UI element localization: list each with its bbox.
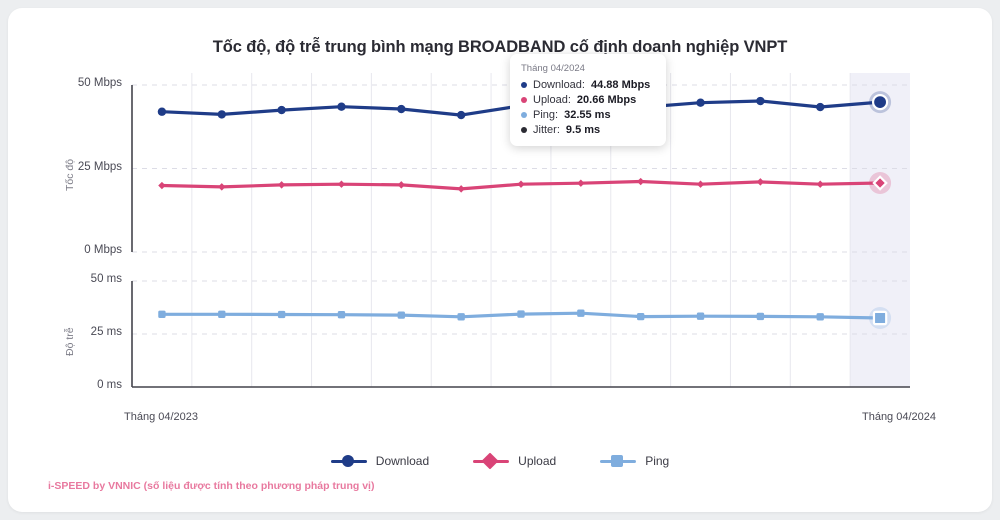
- y-tick-label: 0 Mbps: [84, 244, 122, 256]
- y-axis-title: Độ trễ: [64, 327, 76, 356]
- data-point: [517, 310, 525, 318]
- data-point: [871, 94, 889, 111]
- data-point: [816, 102, 825, 112]
- chart-plot: [131, 73, 910, 388]
- data-point: [756, 178, 765, 186]
- page-title: Tốc độ, độ trễ trung bình mạng BROADBAND…: [212, 38, 788, 56]
- data-point: [457, 313, 465, 321]
- tooltip-series-value: 44.88 Mbps: [590, 79, 651, 91]
- tooltip-row: Upload: 20.66 Mbps: [521, 94, 655, 106]
- data-point: [158, 310, 166, 318]
- data-point: [696, 312, 705, 320]
- data-point: [397, 311, 405, 319]
- data-point: [637, 312, 645, 321]
- data-point: [696, 98, 705, 107]
- data-point: [756, 312, 765, 321]
- y-tick-label: 25 Mbps: [77, 160, 122, 173]
- data-point: [337, 311, 346, 319]
- tooltip-series-dot-icon: [521, 127, 527, 133]
- tooltip-row: Ping: 32.55 ms: [521, 109, 655, 121]
- tooltip-series-value: 20.66 Mbps: [576, 94, 637, 106]
- y-tick-label: 25 ms: [90, 326, 122, 338]
- legend-marker-circle-icon: [330, 455, 367, 467]
- chart-tooltip: Tháng 04/2024 Download: 44.88 Mbps Upload:…: [510, 54, 666, 146]
- tooltip-title: Tháng 04/2024: [521, 63, 585, 74]
- data-point: [337, 180, 346, 188]
- data-point: [816, 313, 824, 321]
- tooltip-series-dot-icon: [521, 112, 527, 118]
- highlight-band: [850, 73, 910, 387]
- legend-item-download[interactable]: Download: [330, 454, 430, 468]
- data-point: [277, 181, 286, 189]
- legend-label: Download: [375, 454, 430, 468]
- tooltip-row: Download: 44.88 Mbps: [521, 79, 655, 91]
- legend-label: Upload: [518, 454, 557, 468]
- data-point: [577, 179, 585, 187]
- data-point: [756, 96, 765, 106]
- legend-marker-square-icon: [600, 455, 637, 467]
- chart-legend: Download Upload Ping: [8, 452, 992, 470]
- tooltip-series-value: 9.5 ms: [565, 124, 601, 136]
- legend-marker-diamond-icon: [473, 452, 510, 470]
- footer-note: i-SPEED by VNNIC (số liệu được tính theo…: [48, 480, 375, 492]
- tooltip-row: Jitter: 9.5 ms: [521, 124, 655, 136]
- y-axis-title: Tốc độ: [64, 158, 76, 191]
- data-point: [218, 310, 226, 318]
- data-point: [816, 180, 824, 188]
- tooltip-series-name: Ping:: [533, 109, 559, 121]
- data-point: [696, 180, 705, 188]
- tooltip-series-dot-icon: [521, 97, 527, 103]
- tooltip-series-name: Jitter:: [533, 124, 560, 136]
- data-point: [337, 102, 346, 111]
- chart-card: Tốc độ, độ trễ trung bình mạng BROADBAND…: [8, 8, 992, 512]
- data-point: [636, 177, 645, 186]
- data-point: [218, 183, 226, 191]
- data-point: [456, 110, 466, 120]
- data-point: [872, 310, 888, 326]
- data-point: [277, 310, 286, 319]
- tooltip-rows: Download: 44.88 Mbps Upload: 20.66 Mbps Ping…: [521, 79, 655, 136]
- tooltip-series-value: 32.55 ms: [564, 109, 611, 121]
- legend-item-ping[interactable]: Ping: [600, 454, 669, 468]
- data-point: [457, 185, 465, 193]
- x-tick-label-start: Tháng 04/2023: [124, 411, 199, 423]
- y-tick-label: 50 ms: [90, 273, 122, 285]
- y-tick-label: 50 Mbps: [77, 77, 122, 89]
- x-tick-label-end: Tháng 04/2024: [861, 411, 936, 423]
- data-point: [217, 110, 226, 119]
- data-point: [517, 180, 525, 188]
- data-point: [157, 107, 167, 116]
- data-point: [397, 181, 406, 189]
- data-point: [577, 309, 585, 317]
- tooltip-series-dot-icon: [521, 82, 527, 88]
- legend-label: Ping: [645, 454, 670, 468]
- data-point: [158, 181, 166, 190]
- y-tick-label: 0 ms: [97, 379, 122, 391]
- data-point: [397, 104, 406, 114]
- legend-item-upload[interactable]: Upload: [473, 452, 557, 470]
- tooltip-series-name: Upload:: [533, 94, 571, 106]
- data-point: [277, 105, 286, 115]
- tooltip-series-name: Download:: [533, 79, 585, 91]
- data-point: [872, 175, 888, 191]
